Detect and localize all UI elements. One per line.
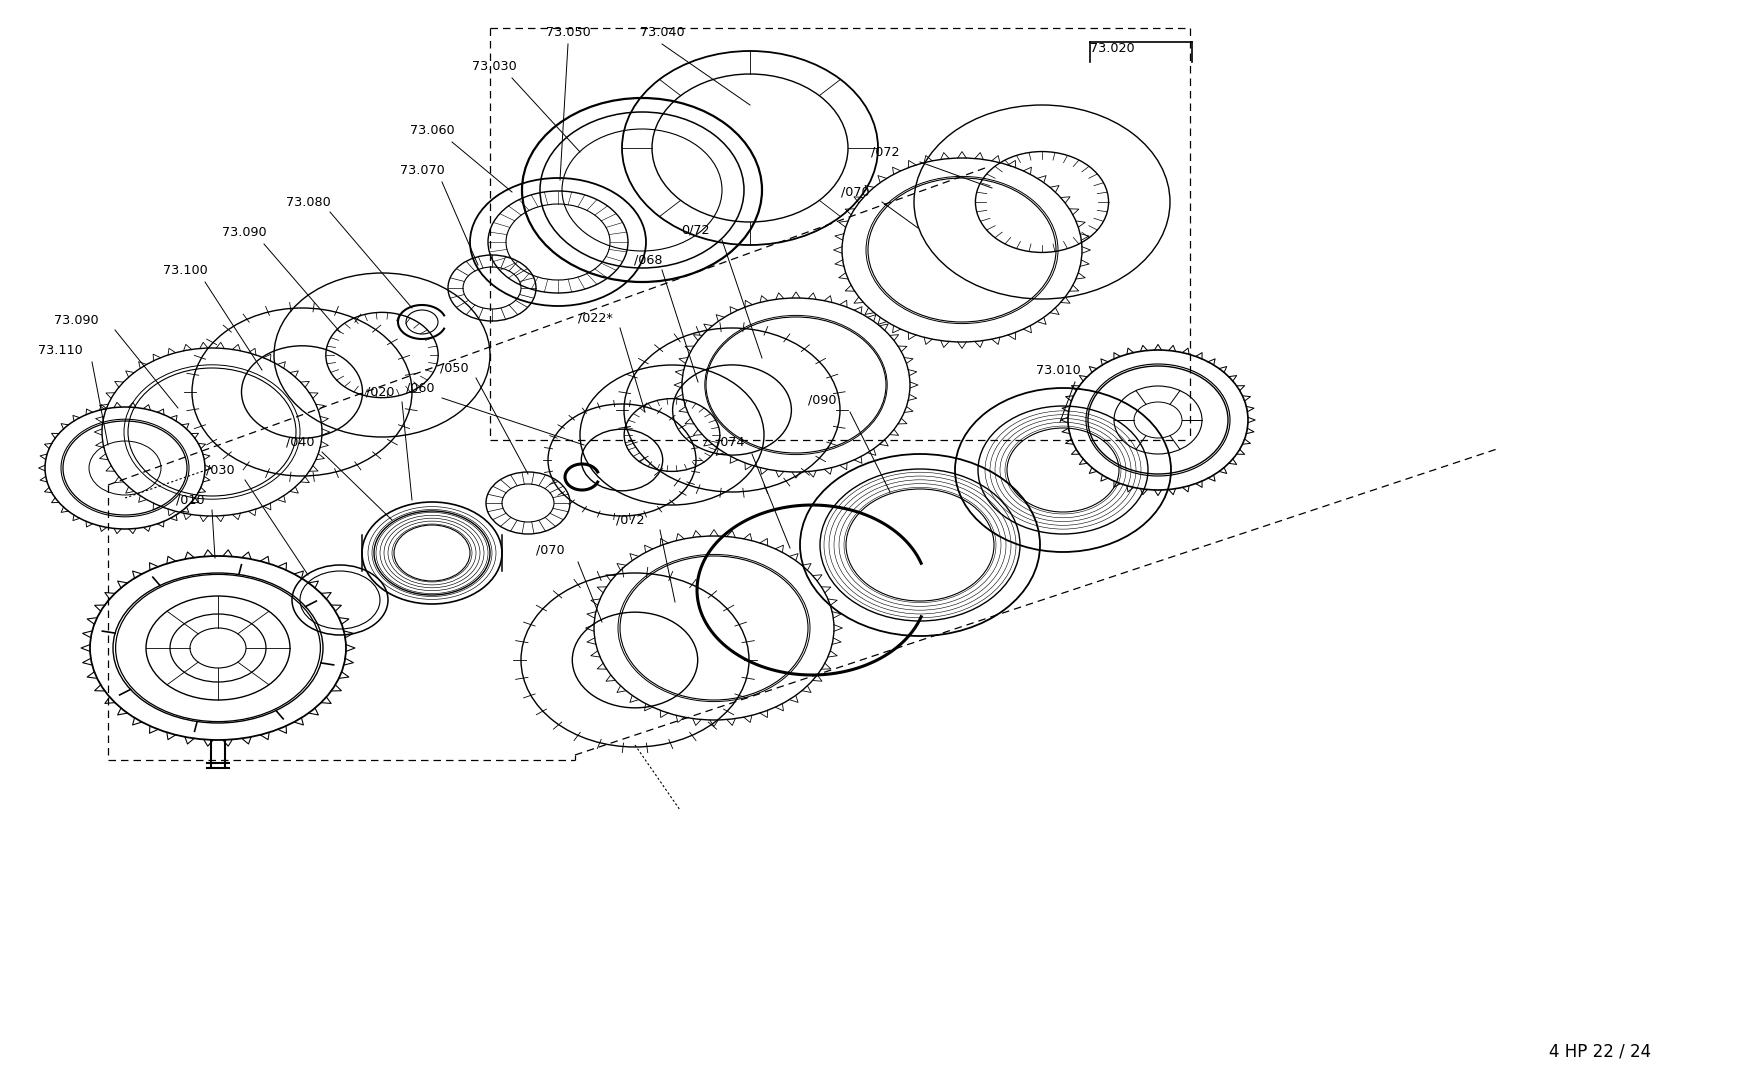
Text: /090: /090 xyxy=(808,393,836,407)
Text: /022*: /022* xyxy=(578,312,612,325)
Text: /030: /030 xyxy=(206,463,235,476)
Text: /072: /072 xyxy=(872,145,900,158)
Text: 73.100: 73.100 xyxy=(163,264,208,277)
Text: 73.050: 73.050 xyxy=(546,26,590,39)
Text: 0/72: 0/72 xyxy=(681,223,709,237)
Text: 73.020: 73.020 xyxy=(1090,41,1134,55)
Text: 73.070: 73.070 xyxy=(399,164,444,177)
Text: /020: /020 xyxy=(366,386,394,399)
Text: 4 HP 22 / 24: 4 HP 22 / 24 xyxy=(1549,1043,1650,1061)
Text: 73.010: 73.010 xyxy=(1036,363,1080,376)
Text: /072: /072 xyxy=(616,513,644,526)
Text: 73.060: 73.060 xyxy=(410,123,455,136)
Text: /070: /070 xyxy=(536,544,564,557)
Text: 73.110: 73.110 xyxy=(38,343,82,356)
Text: /060: /060 xyxy=(406,382,434,395)
Text: /068: /068 xyxy=(634,254,662,266)
Text: /010: /010 xyxy=(175,494,205,507)
Text: /040: /040 xyxy=(285,436,315,448)
Text: 73.030: 73.030 xyxy=(473,61,516,73)
Text: /050: /050 xyxy=(439,362,469,375)
Text: 73.040: 73.040 xyxy=(640,26,684,39)
Text: 73.080: 73.080 xyxy=(285,195,331,208)
Text: /070: /070 xyxy=(840,185,870,198)
Text: 73.090: 73.090 xyxy=(222,226,266,239)
Text: 73.090: 73.090 xyxy=(54,314,98,327)
Text: /074: /074 xyxy=(716,436,744,448)
